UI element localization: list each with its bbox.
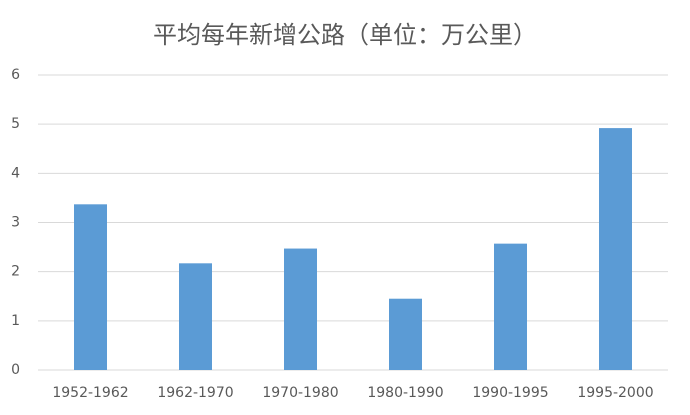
bar <box>389 298 422 370</box>
bar <box>284 248 317 370</box>
y-tick-label: 5 <box>11 116 20 132</box>
bar <box>74 204 107 370</box>
x-tick-label: 1980-1990 <box>367 385 443 401</box>
x-tick-label: 1990-1995 <box>472 385 548 401</box>
y-tick-label: 4 <box>11 165 20 181</box>
bar <box>179 263 212 370</box>
x-tick-label: 1962-1970 <box>157 385 233 401</box>
y-tick-label: 0 <box>11 362 20 378</box>
chart-title: 平均每年新增公路（单位：万公里） <box>153 21 537 49</box>
y-tick-label: 3 <box>11 215 20 231</box>
y-tick-label: 1 <box>11 313 20 329</box>
x-tick-label: 1970-1980 <box>262 385 338 401</box>
x-tick-label: 1995-2000 <box>577 385 653 401</box>
bar <box>494 243 527 370</box>
x-tick-label: 1952-1962 <box>52 385 128 401</box>
y-tick-label: 6 <box>11 67 20 83</box>
bar <box>599 128 632 370</box>
y-tick-label: 2 <box>11 264 20 280</box>
